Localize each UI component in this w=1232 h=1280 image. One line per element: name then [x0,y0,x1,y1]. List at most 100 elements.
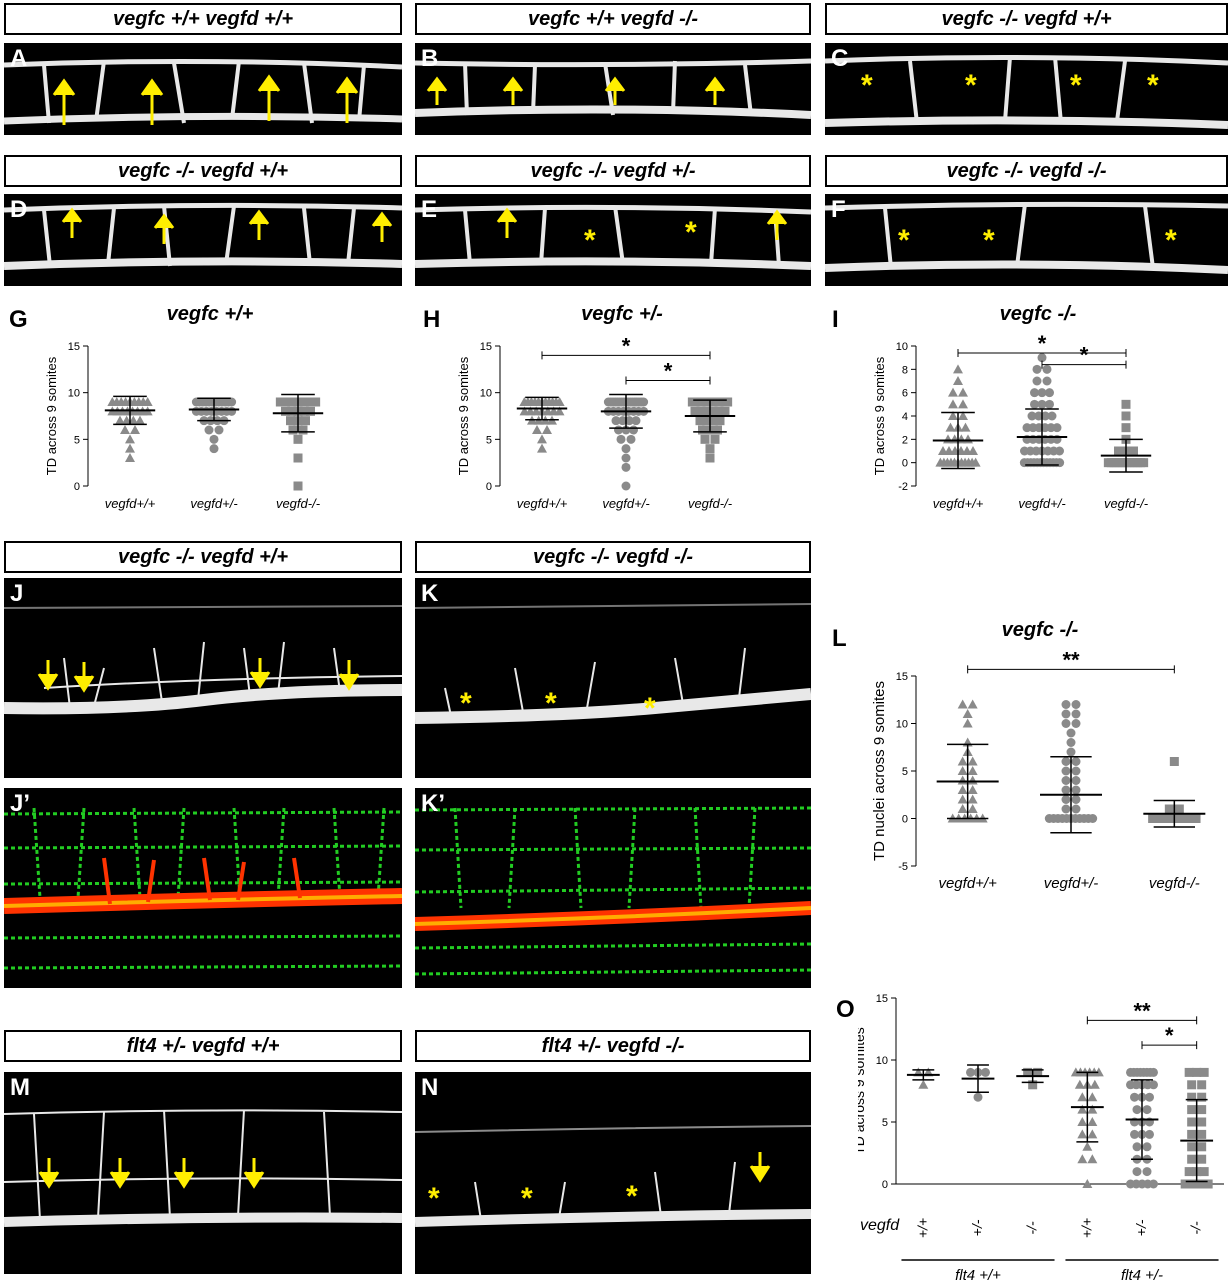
fluorescent-image-J-prime [4,807,402,970]
panel-J: J [4,578,402,778]
data-point [967,804,978,813]
data-point [1197,1092,1207,1102]
vessel-image-B [415,58,811,119]
data-point [1061,709,1071,719]
data-point [115,415,125,425]
x-tick-label: +/- [1133,1219,1149,1236]
data-point [1055,446,1064,456]
y-tick-label: 0 [882,1179,888,1191]
data-point [621,481,631,491]
data-point [700,434,710,444]
y-axis-label: TD across 9 somites [456,356,471,475]
data-point [611,416,621,426]
data-point [542,425,552,434]
data-point [621,444,631,454]
data-point [1037,353,1047,363]
data-point [1087,1092,1098,1102]
y-tick-label: 10 [896,341,908,353]
data-point [281,406,290,416]
data-point [1061,757,1071,766]
y-tick-label: 15 [68,341,80,353]
svg-text:*: * [685,216,697,249]
vessel-image-E: * * [415,204,811,270]
data-point [639,397,649,407]
arrow-markers [52,74,359,125]
data-point [1061,776,1071,785]
data-point [1071,804,1081,814]
data-point [966,1067,975,1077]
data-point [142,397,153,406]
y-axis-label: TD nuclei across 9 somites [871,681,888,861]
series-vegfd-/- [1143,757,1206,828]
data-point [1028,1080,1038,1090]
data-point [1199,1067,1209,1077]
data-point [1071,700,1081,709]
panel-M: M [4,1072,402,1274]
data-point [1145,1092,1154,1102]
data-point [981,1067,990,1077]
data-point [1042,364,1052,374]
y-tick-label: 6 [902,388,908,400]
data-point [702,406,712,416]
chart-O: 0 5 10 15 TD across 9 somites vegfd +/+ +/- -/- +… [858,993,1224,1280]
asterisk-markers: * * * * [861,69,1159,102]
data-point [1197,1179,1207,1189]
row-label-vegfd: vegfd [860,1217,900,1234]
y-tick-label: 10 [876,1055,888,1067]
data-point [125,443,135,453]
data-point [1191,814,1201,823]
data-point [631,416,641,426]
data-point [1199,1167,1209,1177]
svg-text:*: * [1147,69,1159,102]
data-point [967,766,978,775]
panel-letter-H: H [423,306,441,333]
data-point [209,444,219,454]
significance-label: * [1038,331,1047,356]
panel-D: D [4,194,402,286]
y-tick-label: 15 [480,341,492,353]
data-point [1077,1104,1088,1114]
data-point [227,397,237,407]
data-point [715,416,725,426]
data-point [948,387,958,397]
data-point [1071,719,1081,728]
panel-B: B [415,43,811,135]
y-tick-label: 0 [902,814,908,826]
data-point [1130,1092,1139,1102]
data-point [1087,1104,1098,1114]
data-point [626,434,636,444]
data-point [121,415,132,425]
header-E: vegfc -/- vegfd +/- [415,155,811,187]
data-point [1061,700,1071,709]
panel-E: E * * [415,194,811,286]
x-tick-label: +/+ [1078,1218,1094,1238]
panel-letter-J-prime: J’ [10,790,31,817]
data-point [953,376,963,385]
y-tick-label: 10 [68,388,80,400]
data-point [1034,411,1044,421]
data-point [705,444,715,454]
data-point [288,425,298,435]
data-point [1066,747,1076,757]
y-tick-label: 5 [882,1117,888,1129]
series--/- [1180,1067,1214,1189]
x-tick-label: -/- [1188,1221,1204,1235]
data-point [1074,1079,1085,1089]
chart-H: vegfc +/- 0 5 10 15 TD across 9 somites vegfd+… [456,303,736,511]
data-point [1142,1142,1152,1152]
panel-letter-B: B [421,45,439,72]
data-point [1184,1167,1194,1177]
data-point [537,434,547,444]
data-point [714,406,724,416]
data-point [299,406,309,416]
data-point [1077,1092,1088,1102]
data-point [967,756,978,766]
series-vegfd+/- [1040,700,1102,834]
data-point [1066,738,1076,747]
svg-text:*: * [861,69,873,102]
data-point [624,416,634,426]
data-point [204,425,214,435]
data-point [1148,1179,1158,1189]
data-point [1089,1079,1100,1089]
y-axis-label: TD across 9 somites [858,1027,867,1155]
